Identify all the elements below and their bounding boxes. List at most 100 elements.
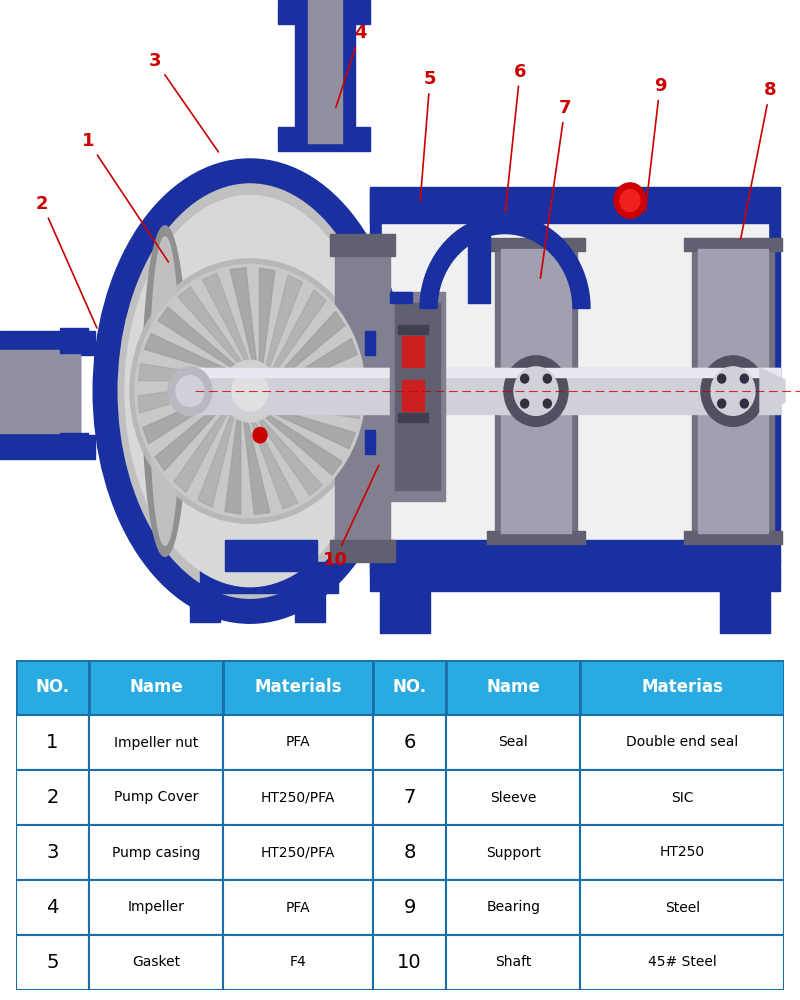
Text: 45# Steel: 45# Steel [648,956,717,969]
Bar [223,770,373,825]
Bar [373,825,446,880]
Bar [225,540,317,571]
Bar [373,770,446,825]
Polygon shape [265,275,302,372]
Text: HT250: HT250 [660,846,705,859]
Bar [720,584,770,633]
Bar [692,242,774,540]
Circle shape [176,376,204,407]
Bar [0,435,95,459]
Polygon shape [143,391,226,444]
Bar [581,715,784,770]
Bar [373,935,446,990]
Circle shape [543,399,551,408]
Wedge shape [135,264,365,518]
Text: NO.: NO. [393,678,426,696]
Polygon shape [230,268,257,364]
Bar [16,715,89,770]
Text: Shaft: Shaft [495,956,531,969]
Bar [487,531,585,544]
Bar [365,331,375,355]
Bar [581,825,784,880]
Text: Materias: Materias [642,678,723,696]
Text: Support: Support [486,846,541,859]
Polygon shape [202,273,250,364]
Text: 3: 3 [149,52,218,152]
Polygon shape [155,398,227,471]
Polygon shape [274,339,357,391]
Polygon shape [274,339,357,391]
Bar [89,935,223,990]
Text: 2: 2 [36,195,97,328]
Bar [373,880,446,935]
Bar [295,584,325,622]
Text: Gasket: Gasket [132,956,180,969]
Bar [89,825,223,880]
Polygon shape [138,384,226,413]
Polygon shape [259,268,275,367]
Bar [373,715,446,770]
Text: Pump casing: Pump casing [112,846,201,859]
Bar [495,242,577,540]
Text: 6: 6 [403,733,416,752]
Ellipse shape [142,226,187,556]
Text: Materials: Materials [254,678,342,696]
Polygon shape [257,416,322,496]
Polygon shape [145,334,232,375]
Circle shape [232,371,268,411]
Polygon shape [273,311,345,384]
Bar [60,328,88,353]
Text: 4: 4 [46,898,58,917]
Bar [223,715,373,770]
Polygon shape [198,411,235,507]
Text: 5: 5 [46,953,58,972]
Circle shape [521,399,529,408]
Polygon shape [250,418,298,509]
Bar [195,368,780,377]
Polygon shape [760,368,785,414]
Text: 10: 10 [322,465,379,569]
Bar [487,238,585,251]
Polygon shape [268,408,355,449]
Circle shape [521,374,529,383]
Polygon shape [420,215,590,308]
Bar [390,292,412,303]
Bar [16,825,89,880]
Bar [308,0,342,143]
Polygon shape [225,415,241,514]
Text: Pump Cover: Pump Cover [114,790,198,804]
Ellipse shape [125,196,375,587]
Bar [446,825,581,880]
Bar [581,770,784,825]
Bar [402,380,424,411]
Bar [335,242,390,551]
Bar [0,342,80,446]
Polygon shape [272,401,362,418]
Text: NO.: NO. [35,678,70,696]
Bar [89,660,223,715]
Bar [446,660,581,715]
Bar [390,292,445,501]
Text: PFA: PFA [286,736,310,750]
Circle shape [222,360,278,422]
Polygon shape [259,268,275,367]
Text: 5: 5 [420,70,436,201]
Text: Name: Name [130,678,183,696]
Bar [373,660,446,715]
Bar [382,201,768,549]
Text: 10: 10 [398,953,422,972]
Polygon shape [143,391,226,444]
Text: 4: 4 [336,24,366,108]
Bar [278,127,370,151]
Bar [365,430,375,454]
Polygon shape [230,268,257,364]
Bar [295,0,355,143]
Bar [16,770,89,825]
Bar [223,660,373,715]
Bar [370,560,780,591]
Polygon shape [158,307,238,369]
Bar [380,584,430,633]
Text: 6: 6 [506,63,526,212]
Bar [190,584,220,622]
Circle shape [543,374,551,383]
